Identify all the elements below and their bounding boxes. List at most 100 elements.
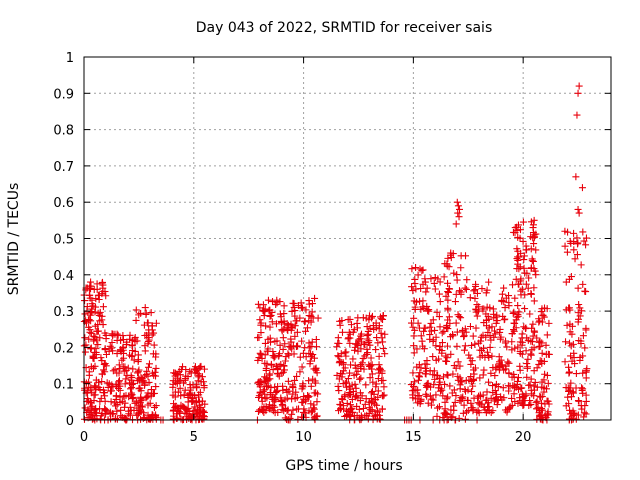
data-point [526,310,534,318]
data-point [254,407,262,415]
data-point [566,387,574,395]
data-point [522,280,530,288]
data-point [309,375,317,383]
data-point [436,323,444,331]
data-point [483,388,491,396]
y-tick-label: 1 [66,51,74,66]
data-point [502,337,510,345]
data-point [567,379,575,387]
data-point [430,279,438,287]
data-point [92,348,100,356]
data-point [412,386,420,394]
data-point [143,393,151,401]
data-point [191,410,199,418]
data-point [363,323,371,331]
data-point [414,319,422,327]
data-point [274,370,282,378]
y-tick-label: 0.7 [53,160,74,175]
data-point [88,402,96,410]
data-point [516,226,524,234]
data-point [365,337,373,345]
data-point [462,285,470,293]
data-point [365,312,373,320]
data-point [298,363,306,371]
data-point [489,389,497,397]
data-point [279,334,287,342]
data-point [494,396,502,404]
data-point [442,292,450,300]
data-point [128,384,136,392]
data-point [372,396,380,404]
data-point [289,384,297,392]
data-point [379,338,387,346]
data-point [435,355,443,363]
data-point [85,407,93,415]
data-point [98,316,106,324]
data-point [565,368,573,376]
data-point [184,373,192,381]
data-point [570,409,578,417]
data-point [350,326,358,334]
data-point [410,314,418,322]
data-point [197,403,205,411]
data-point [433,308,441,316]
data-point [514,343,522,351]
data-point [111,365,119,373]
data-point [116,393,124,401]
data-point [264,345,272,353]
data-point [436,278,444,286]
data-point [302,353,310,361]
data-point [308,338,316,346]
data-point [375,352,383,360]
data-point [99,284,107,292]
data-point [175,367,183,375]
data-point [565,400,573,408]
data-point [380,391,388,399]
data-point [424,399,432,407]
data-point [509,281,517,289]
data-point [380,383,388,391]
data-point [413,345,421,353]
data-point [461,415,469,423]
data-point [149,390,157,398]
data-point [429,353,437,361]
data-point [531,378,539,386]
x-tick-label: 10 [295,430,312,445]
data-point [305,344,313,352]
data-point [468,341,476,349]
data-point [410,332,418,340]
data-point [486,343,494,351]
data-point [352,340,360,348]
data-point [408,283,416,291]
data-point [520,252,528,260]
data-point [126,403,134,411]
data-point [574,318,582,326]
data-point [115,377,123,385]
data-point [302,306,310,314]
data-point [134,351,142,359]
data-point [308,308,316,316]
data-point [285,342,293,350]
data-point [457,314,465,322]
data-point [269,298,277,306]
data-point [470,287,478,295]
data-point [431,375,439,383]
data-point [542,341,550,349]
data-point [460,346,468,354]
data-point [480,366,488,374]
data-point [84,395,92,403]
data-point [304,392,312,400]
data-point [473,289,481,297]
data-point [566,237,574,245]
data-point [137,374,145,382]
data-point [353,319,361,327]
data-point [121,380,129,388]
data-point [508,346,516,354]
data-point [409,287,417,295]
data-point [471,286,479,294]
data-point [515,385,523,393]
data-point [513,265,521,273]
data-point [482,289,490,297]
data-point [272,320,280,328]
data-point [89,364,97,372]
